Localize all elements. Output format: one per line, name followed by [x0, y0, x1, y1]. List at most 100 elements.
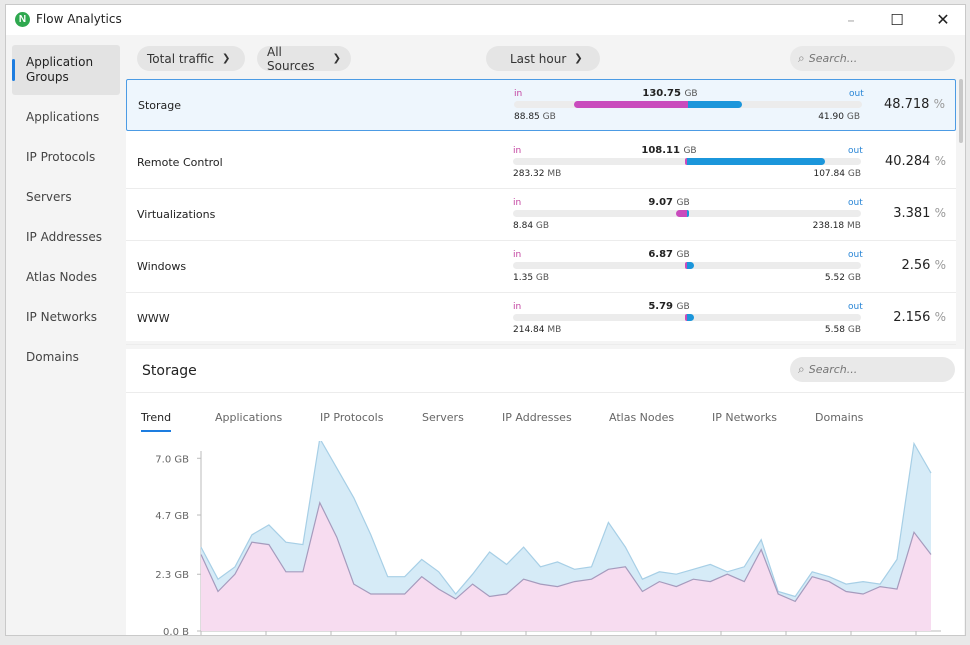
in-number: 88.85 — [514, 112, 540, 122]
row-name: WWW — [137, 312, 170, 325]
out-number: 238.18 — [812, 221, 845, 231]
sidebar-item-servers[interactable]: Servers — [12, 177, 120, 217]
tab-atlas-nodes[interactable]: Atlas Nodes — [609, 411, 675, 424]
traffic-bar-out — [687, 158, 826, 165]
out-value: 41.90 GB — [818, 112, 860, 122]
traffic-bar-out — [687, 314, 695, 321]
traffic-bar-in — [675, 210, 687, 217]
sidebar-item-label: IP Addresses — [26, 229, 103, 244]
title-bar[interactable]: N Flow Analytics – ☐ ✕ — [6, 5, 965, 35]
traffic-bar — [513, 158, 861, 165]
percent-unit: % — [934, 310, 946, 324]
percent-number: 3.381 — [893, 206, 931, 221]
sources-value: All Sources — [267, 44, 315, 73]
close-button[interactable]: ✕ — [936, 10, 950, 29]
detail-header: Storage ⌕ — [126, 349, 964, 393]
sidebar-item-application-groups[interactable]: Application Groups — [12, 45, 120, 95]
search-icon: ⌕ — [798, 51, 805, 65]
sidebar-item-ip-networks[interactable]: IP Networks — [12, 297, 120, 337]
time-range-dropdown[interactable]: Last hour ❯ — [486, 46, 600, 71]
total-value: 6.87 GB — [604, 249, 734, 260]
tab-servers[interactable]: Servers — [422, 411, 464, 424]
total-unit: GB — [676, 198, 690, 208]
tab-applications[interactable]: Applications — [215, 411, 283, 424]
sidebar-item-label: Application Groups — [26, 55, 94, 84]
sources-dropdown[interactable]: All Sources ❯ — [257, 44, 351, 73]
y-tick-label: 7.0 GB — [155, 454, 189, 465]
tab-trend[interactable]: Trend — [141, 411, 172, 432]
sidebar: Application Groups Applications IP Proto… — [6, 35, 124, 635]
in-unit: MB — [547, 325, 562, 335]
sidebar-item-applications[interactable]: Applications — [12, 97, 120, 137]
chevron-down-icon: ❯ — [222, 53, 231, 64]
traffic-bar-out — [688, 101, 742, 108]
y-tick-label: 2.3 GB — [155, 570, 189, 581]
scrollbar-thumb[interactable] — [959, 79, 963, 143]
in-value: 1.35 GB — [513, 273, 549, 283]
list-item[interactable]: Virtualizations in 9.07 GB out 8.84 GB 238.18… — [126, 189, 956, 241]
detail-search-input[interactable] — [808, 363, 939, 376]
list-item[interactable]: Remote Control in 108.11 GB out 283.32 MB 107… — [126, 137, 956, 189]
list-scrollbar[interactable] — [959, 79, 964, 345]
in-number: 283.32 — [513, 169, 545, 179]
tab-ip-networks[interactable]: IP Networks — [712, 411, 778, 424]
share-percent: 2.56 % — [902, 258, 947, 273]
percent-unit: % — [934, 154, 946, 168]
y-tick-label: 0.0 B — [163, 627, 189, 636]
total-value: 130.75 GB — [605, 88, 735, 99]
row-name: Storage — [138, 99, 182, 112]
out-unit: GB — [847, 325, 861, 335]
search-icon: ⌕ — [798, 362, 805, 376]
minimize-button[interactable]: – — [847, 11, 855, 29]
series-area-1 — [201, 502, 931, 631]
search-input[interactable] — [808, 52, 939, 65]
list-item[interactable]: WWW in 5.79 GB out 214.84 MB 5.58 GB 2.156 % — [126, 293, 956, 345]
app-logo-icon: N — [15, 12, 30, 27]
traffic-bar-in — [685, 262, 687, 269]
list-item[interactable]: Storage in 130.75 GB out 88.85 GB 41.90 GB 48.… — [126, 79, 956, 131]
maximize-button[interactable]: ☐ — [890, 11, 904, 29]
sidebar-item-label: Atlas Nodes — [26, 269, 98, 284]
in-number: 214.84 — [513, 325, 545, 335]
traffic-type-value: Total traffic — [147, 51, 215, 66]
in-unit: GB — [535, 273, 550, 283]
percent-number: 2.56 — [901, 258, 931, 273]
share-percent: 48.718 % — [884, 97, 945, 112]
traffic-bar-out — [687, 262, 695, 269]
in-value: 8.84 GB — [513, 221, 549, 231]
detail-title: Storage — [142, 363, 197, 379]
traffic-bar — [514, 101, 862, 108]
tab-domains[interactable]: Domains — [815, 411, 864, 424]
total-number: 6.87 — [648, 249, 674, 260]
tab-ip-protocols[interactable]: IP Protocols — [320, 411, 384, 424]
sidebar-item-domains[interactable]: Domains — [12, 337, 120, 377]
list-item[interactable]: Windows in 6.87 GB out 1.35 GB 5.52 GB 2.56 % — [126, 241, 956, 293]
sidebar-item-atlas-nodes[interactable]: Atlas Nodes — [12, 257, 120, 297]
sidebar-item-ip-protocols[interactable]: IP Protocols — [12, 137, 120, 177]
detail-panel: Storage ⌕ Trend Applications IP Protocol… — [126, 349, 964, 636]
total-value: 9.07 GB — [604, 197, 734, 208]
total-unit: GB — [683, 146, 697, 156]
total-value: 5.79 GB — [604, 301, 734, 312]
out-unit: GB — [847, 169, 861, 179]
detail-search: ⌕ — [790, 357, 955, 382]
detail-tabs: Trend Applications IP Protocols Servers … — [126, 405, 964, 432]
sidebar-item-ip-addresses[interactable]: IP Addresses — [12, 217, 120, 257]
traffic-bar — [513, 210, 861, 217]
out-label: out — [848, 198, 863, 208]
out-value: 5.58 GB — [825, 325, 861, 335]
chevron-down-icon: ❯ — [332, 53, 341, 64]
total-number: 5.79 — [648, 301, 674, 312]
tab-ip-addresses[interactable]: IP Addresses — [502, 411, 572, 424]
sidebar-item-label: Servers — [26, 189, 72, 204]
trend-chart: 0.0 B 2.3 GB 4.7 GB 7.0 GB — [155, 441, 941, 636]
total-value: 108.11 GB — [604, 145, 734, 156]
series-line-1 — [200, 500, 932, 603]
app-window: N Flow Analytics – ☐ ✕ Application Group… — [5, 4, 966, 636]
traffic-type-dropdown[interactable]: Total traffic ❯ — [137, 46, 245, 71]
total-unit: GB — [676, 250, 690, 260]
in-label: in — [513, 302, 522, 312]
percent-unit: % — [933, 97, 945, 111]
sidebar-item-label: IP Protocols — [26, 149, 96, 164]
in-label: in — [514, 89, 523, 99]
